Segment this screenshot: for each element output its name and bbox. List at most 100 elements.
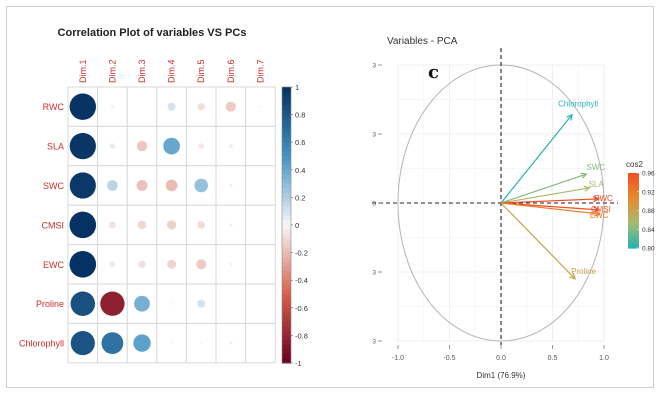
corr-circle bbox=[137, 220, 147, 230]
colorbar-segment bbox=[282, 202, 291, 208]
colorbar-segment bbox=[282, 110, 291, 116]
colorbar-segment bbox=[282, 243, 291, 249]
pca-xtick-label: -1.0 bbox=[392, 355, 404, 362]
colorbar-segment bbox=[282, 284, 291, 290]
colorbar-tick-label: -0.6 bbox=[295, 304, 308, 313]
cos2-legend-segment bbox=[628, 206, 639, 210]
colorbar-segment bbox=[282, 321, 291, 327]
corr-circle bbox=[133, 295, 151, 313]
corr-circle bbox=[228, 262, 233, 267]
corr-cell bbox=[245, 204, 276, 246]
colorbar-segment bbox=[282, 330, 291, 336]
cos2-legend-segment bbox=[628, 189, 639, 193]
cos2-legend-segment bbox=[628, 188, 639, 191]
pca-arrow bbox=[500, 198, 599, 204]
colorbar-segment bbox=[282, 96, 291, 102]
corr-col-label: Dim.7 bbox=[255, 59, 265, 83]
cos2-legend-segment bbox=[628, 173, 639, 176]
colorbar-segment bbox=[282, 128, 291, 134]
corr-circle bbox=[196, 220, 206, 230]
cos2-legend-segment bbox=[628, 214, 639, 217]
cos2-legend-tick-label: 0.92 bbox=[642, 189, 655, 196]
colorbar-segment bbox=[282, 317, 291, 323]
corr-circle bbox=[109, 261, 116, 268]
corr-circle bbox=[69, 132, 97, 160]
colorbar-segment bbox=[282, 211, 291, 217]
corr-circle bbox=[166, 219, 177, 231]
cos2-legend-segment bbox=[628, 203, 639, 206]
pca-arrow-label: Proline bbox=[571, 267, 596, 276]
cos2-legend-segment bbox=[628, 191, 639, 195]
colorbar-segment bbox=[282, 294, 291, 300]
colorbar-segment bbox=[282, 151, 291, 157]
corr-circle bbox=[228, 340, 233, 346]
colorbar-segment bbox=[282, 183, 291, 189]
cos2-legend-segment bbox=[628, 225, 639, 228]
colorbar-tick-label: -0.8 bbox=[295, 331, 308, 340]
colorbar-segment bbox=[282, 303, 291, 309]
corr-circle bbox=[195, 258, 207, 270]
corr-col-label: Dim.1 bbox=[78, 59, 88, 83]
corr-circle bbox=[196, 299, 206, 309]
cos2-legend-segment bbox=[628, 201, 639, 204]
colorbar-segment bbox=[282, 358, 291, 364]
pca-arrowhead bbox=[593, 195, 601, 203]
colorbar-segment bbox=[282, 105, 291, 111]
pca-arrowhead bbox=[569, 273, 577, 280]
cos2-legend-segment bbox=[628, 234, 639, 238]
colorbar-segment bbox=[282, 142, 291, 148]
pca-xtick-label: 0.5 bbox=[548, 355, 558, 362]
colorbar-segment bbox=[282, 87, 291, 93]
cos2-legend-title: cos2 bbox=[626, 160, 643, 169]
corr-cell bbox=[245, 165, 276, 206]
pca-x-axis-title: Dim1 (76.9%) bbox=[477, 371, 526, 380]
colorbar-segment bbox=[282, 220, 291, 226]
panel-letter: c bbox=[428, 62, 439, 83]
corr-row-label: EWC bbox=[43, 260, 64, 270]
colorbar-segment bbox=[282, 353, 291, 359]
colorbar-tick-label: -0.2 bbox=[295, 249, 308, 258]
cos2-legend-segment bbox=[628, 216, 639, 219]
colorbar-tick-label: 0 bbox=[295, 221, 299, 230]
corr-circle bbox=[169, 302, 174, 306]
pca-xtick-label: 0.0 bbox=[496, 355, 506, 362]
pca-arrow-label: SLA bbox=[589, 180, 605, 189]
corr-circle bbox=[135, 179, 149, 192]
colorbar-segment bbox=[282, 169, 291, 175]
pca-xtick-label: 1.0 bbox=[599, 355, 609, 362]
colorbar-tick-label: 0.4 bbox=[295, 166, 305, 175]
cos2-legend-segment bbox=[628, 218, 639, 221]
cos2-legend-segment bbox=[628, 227, 639, 230]
pca-arrow-label: CMSI bbox=[591, 205, 611, 214]
colorbar-segment bbox=[282, 119, 291, 125]
cos2-legend-segment bbox=[628, 238, 639, 242]
cos2-legend-tick-label: 0.84 bbox=[642, 227, 655, 234]
colorbar-segment bbox=[282, 225, 291, 231]
cos2-legend-segment bbox=[628, 229, 639, 232]
pca-arrow-label: Chlorophyll bbox=[558, 100, 598, 109]
pca-arrow-label: SWC bbox=[586, 163, 605, 172]
corr-row-label: Chlorophyll bbox=[19, 339, 64, 349]
colorbar-segment bbox=[282, 123, 291, 129]
pca-ytick-label: 3 bbox=[372, 63, 376, 70]
colorbar-segment bbox=[282, 335, 291, 341]
colorbar-segment bbox=[282, 307, 291, 313]
corr-circle bbox=[69, 211, 97, 239]
pca-arrow-label: EWC bbox=[590, 211, 609, 220]
colorbar-segment bbox=[282, 271, 291, 277]
cos2-legend-segment bbox=[628, 212, 639, 215]
colorbar-tick-label: -1 bbox=[295, 359, 302, 368]
colorbar-segment bbox=[282, 280, 291, 286]
cos2-legend-segment bbox=[628, 174, 639, 178]
corr-circle bbox=[99, 291, 126, 317]
corr-row-label: Proline bbox=[36, 299, 64, 309]
cos2-legend-segment bbox=[628, 246, 639, 249]
cos2-legend-segment bbox=[628, 244, 639, 247]
cos2-legend-segment bbox=[628, 233, 639, 236]
colorbar-segment bbox=[282, 146, 291, 152]
corr-circle bbox=[136, 140, 148, 152]
colorbar-segment bbox=[282, 160, 291, 166]
corr-circle bbox=[199, 341, 203, 345]
pca-xtick-label: -0.5 bbox=[443, 355, 455, 362]
